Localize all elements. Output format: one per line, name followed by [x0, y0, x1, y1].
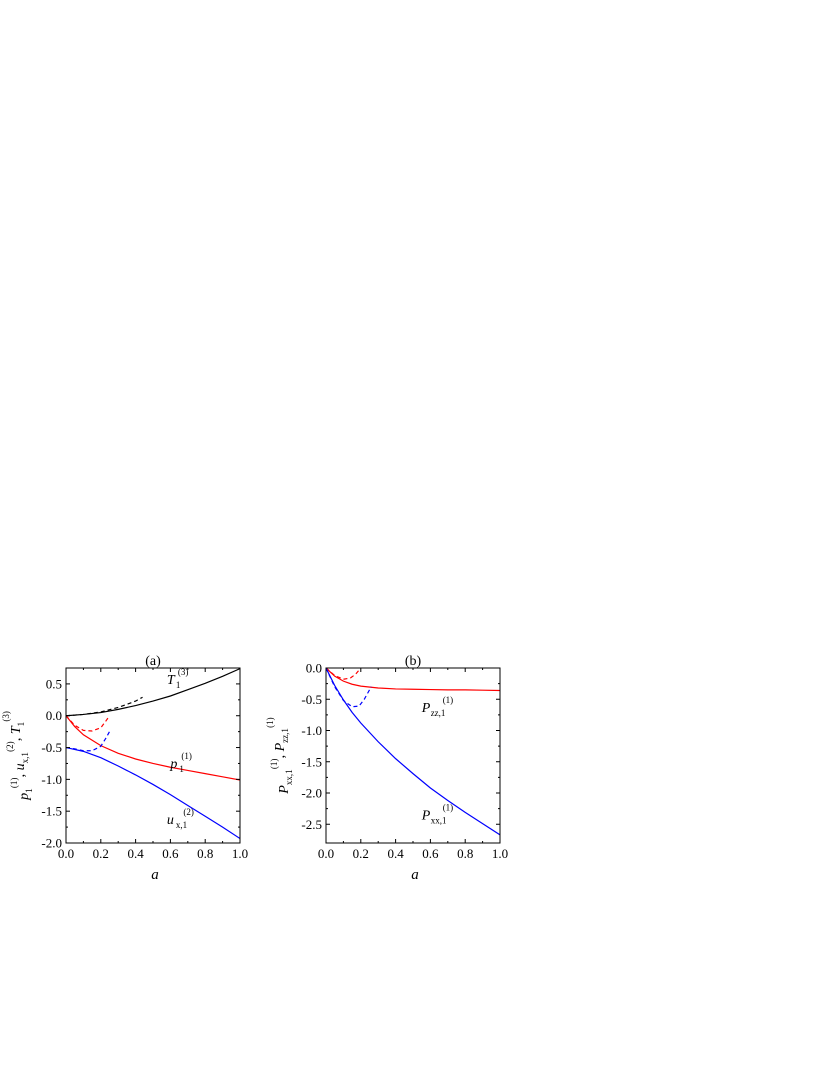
x-tick-label: 1.0	[232, 846, 248, 861]
y-tick-label: 0.0	[306, 661, 322, 676]
y-axis-label-part: (2)	[5, 741, 15, 752]
y-axis-label-part: T	[9, 725, 24, 734]
y-tick-label: -0.5	[41, 740, 62, 755]
series-line-2-solid	[326, 668, 500, 836]
series-group	[326, 668, 500, 836]
x-tick-label: 0.0	[58, 846, 74, 861]
y-tick-label: -2.0	[301, 786, 322, 801]
panel-label: (a)	[145, 654, 161, 669]
series-line-2-solid	[66, 715, 240, 781]
y-axis-label-part: p	[17, 793, 32, 801]
x-tick-label: 0.0	[318, 846, 334, 861]
y-axis-label-part: ,	[9, 734, 24, 741]
y-axis-label-part: ,	[13, 770, 28, 777]
x-axis-label: a	[411, 867, 419, 883]
chart-panel-a: 0.0 0.2 0.4 0.6 0.8 1.0 -2.0 -1.5 -1.0 -0.5 0.0 0.5…	[1, 654, 248, 883]
annotation-sub: 1	[179, 764, 184, 774]
y-axis-label: p1 (1) , ux,1 (2) , T1 (3)	[1, 711, 34, 801]
y-axis-label-part: P	[273, 742, 288, 752]
y-tick-label: -1.5	[301, 754, 322, 769]
annotation-base: P	[421, 808, 431, 823]
y-tick-label: -2.5	[301, 817, 322, 832]
series-line-5-dashed	[66, 731, 111, 752]
annotation-base: p	[169, 757, 177, 772]
x-tick-label: 0.2	[353, 846, 369, 861]
y-axis-label-part: 1	[16, 722, 26, 727]
annotation-sub: x,1	[176, 820, 187, 830]
series-line-3-dashed	[66, 715, 110, 732]
series-line-1-dashed	[326, 668, 362, 680]
annotation-sup: (1)	[181, 751, 192, 761]
x-axis-label: a	[151, 867, 159, 883]
x-tick-label: 0.2	[93, 846, 109, 861]
y-tick-label: -0.5	[301, 692, 322, 707]
annotation-base: P	[421, 701, 431, 716]
annotation-sup: (2)	[183, 807, 194, 817]
y-axis-label-part: (1)	[265, 717, 275, 728]
y-axis-label-part: 1	[24, 788, 34, 793]
y-axis-label-part: u	[13, 763, 28, 770]
chart-panel-b: 0.0 0.2 0.4 0.6 0.8 1.0 -2.5 -2.0 -1.5 -1.0 -0.5 0.…	[265, 654, 508, 883]
y-tick-label: -1.0	[41, 772, 62, 787]
x-tick-label: 0.8	[457, 846, 473, 861]
annotation-sup: (1)	[443, 802, 454, 812]
series-annotation: p 1 (1)	[169, 751, 192, 774]
series-line-0-solid	[326, 668, 500, 692]
y-axis-label-part: xx,1	[284, 769, 294, 785]
y-tick-label: -1.5	[41, 804, 62, 819]
y-axis-label-part: x,1	[20, 752, 30, 763]
y-tick-label: -2.0	[41, 836, 62, 851]
y-axis-label: Pxx,1 (1) , Pzz,1 (1)	[265, 717, 294, 794]
series-annotation: T 1 (3)	[167, 667, 189, 690]
annotation-sub: xx,1	[431, 815, 447, 825]
y-tick-label: -1.0	[301, 723, 322, 738]
x-tick-label: 0.6	[422, 846, 439, 861]
annotation-sub: zz,1	[431, 708, 446, 718]
x-tick-label: 0.4	[387, 846, 404, 861]
y-axis-label-part: ,	[273, 751, 288, 758]
y-tick-label: 0.5	[46, 676, 62, 691]
annotation-base: u	[167, 813, 174, 828]
series-group	[66, 668, 240, 840]
series-annotation: u x,1 (2)	[167, 807, 194, 830]
y-axis-label-part: zz,1	[280, 728, 290, 743]
y-axis-label-part: (3)	[1, 711, 11, 722]
annotation-base: T	[167, 673, 176, 688]
annotation-sub: 1	[176, 680, 181, 690]
x-tick-label: 0.4	[127, 846, 144, 861]
y-tick-label: 0.0	[46, 708, 62, 723]
annotation-sup: (1)	[443, 695, 454, 705]
series-line-1-dashed	[66, 696, 143, 717]
series-line-0-solid	[66, 668, 240, 717]
plot-frame	[325, 667, 501, 844]
x-tick-label: 1.0	[492, 846, 508, 861]
y-axis-label-part: (1)	[9, 778, 19, 789]
y-axis-label-part: P	[277, 785, 292, 795]
series-line-4-solid	[66, 746, 240, 840]
series-line-3-dashed	[326, 668, 372, 708]
annotation-sup: (3)	[178, 667, 189, 677]
y-axis-label-part: (1)	[269, 759, 279, 770]
plot-frame	[65, 667, 241, 844]
x-tick-label: 0.8	[197, 846, 213, 861]
x-tick-label: 0.6	[162, 846, 179, 861]
panel-label: (b)	[405, 654, 422, 669]
